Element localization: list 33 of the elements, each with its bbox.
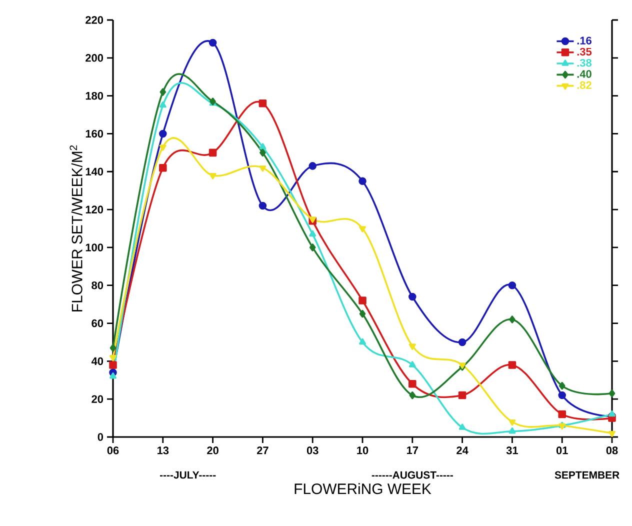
y-tick-label: 160 — [86, 130, 104, 138]
legend-label: .82 — [577, 81, 592, 90]
x-tick-label: 01 — [556, 446, 568, 454]
y-tick-label: 120 — [86, 206, 104, 214]
text: SEPTEMBER — [554, 471, 620, 479]
x-tick-label: 06 — [107, 446, 119, 454]
x-tick-label: 20 — [207, 446, 218, 454]
x-tick-label: 27 — [256, 446, 268, 454]
x-tick-label: 10 — [357, 446, 368, 454]
x-tick-label: 03 — [306, 446, 318, 454]
x-tick-label: 24 — [456, 446, 468, 454]
y-tick-label: 40 — [91, 357, 104, 366]
x-tick-label: 08 — [606, 446, 618, 454]
legend-label: .38 — [577, 58, 592, 67]
x-tick-label: 13 — [157, 446, 169, 454]
y-tick-label: 100 — [86, 244, 104, 252]
x-axis-title: FLOWERiNG WEEK — [294, 483, 432, 494]
x-tick-label: 31 — [506, 446, 518, 454]
legend-label: .35 — [577, 48, 592, 56]
y-tick-label: 80 — [92, 281, 104, 290]
y-tick-label: 180 — [86, 92, 104, 100]
text: ------AUGUST----- — [372, 471, 453, 479]
y-axis-title: FLOWER SET/WEEK/M$^{2}$ — [70, 145, 82, 312]
y-tick-label: 200 — [86, 54, 104, 62]
y-tick-label: 140 — [86, 168, 104, 176]
x-tick-label: 17 — [406, 446, 418, 454]
y-tick-label: 60 — [92, 319, 104, 328]
y-tick-label: 0 — [98, 433, 104, 441]
text: ----JULY----- — [160, 471, 216, 479]
y-tick-label: 20 — [92, 395, 104, 403]
y-tick-label: 220 — [86, 16, 104, 24]
legend-label: .40 — [577, 70, 592, 78]
legend-label: .16 — [577, 36, 592, 44]
